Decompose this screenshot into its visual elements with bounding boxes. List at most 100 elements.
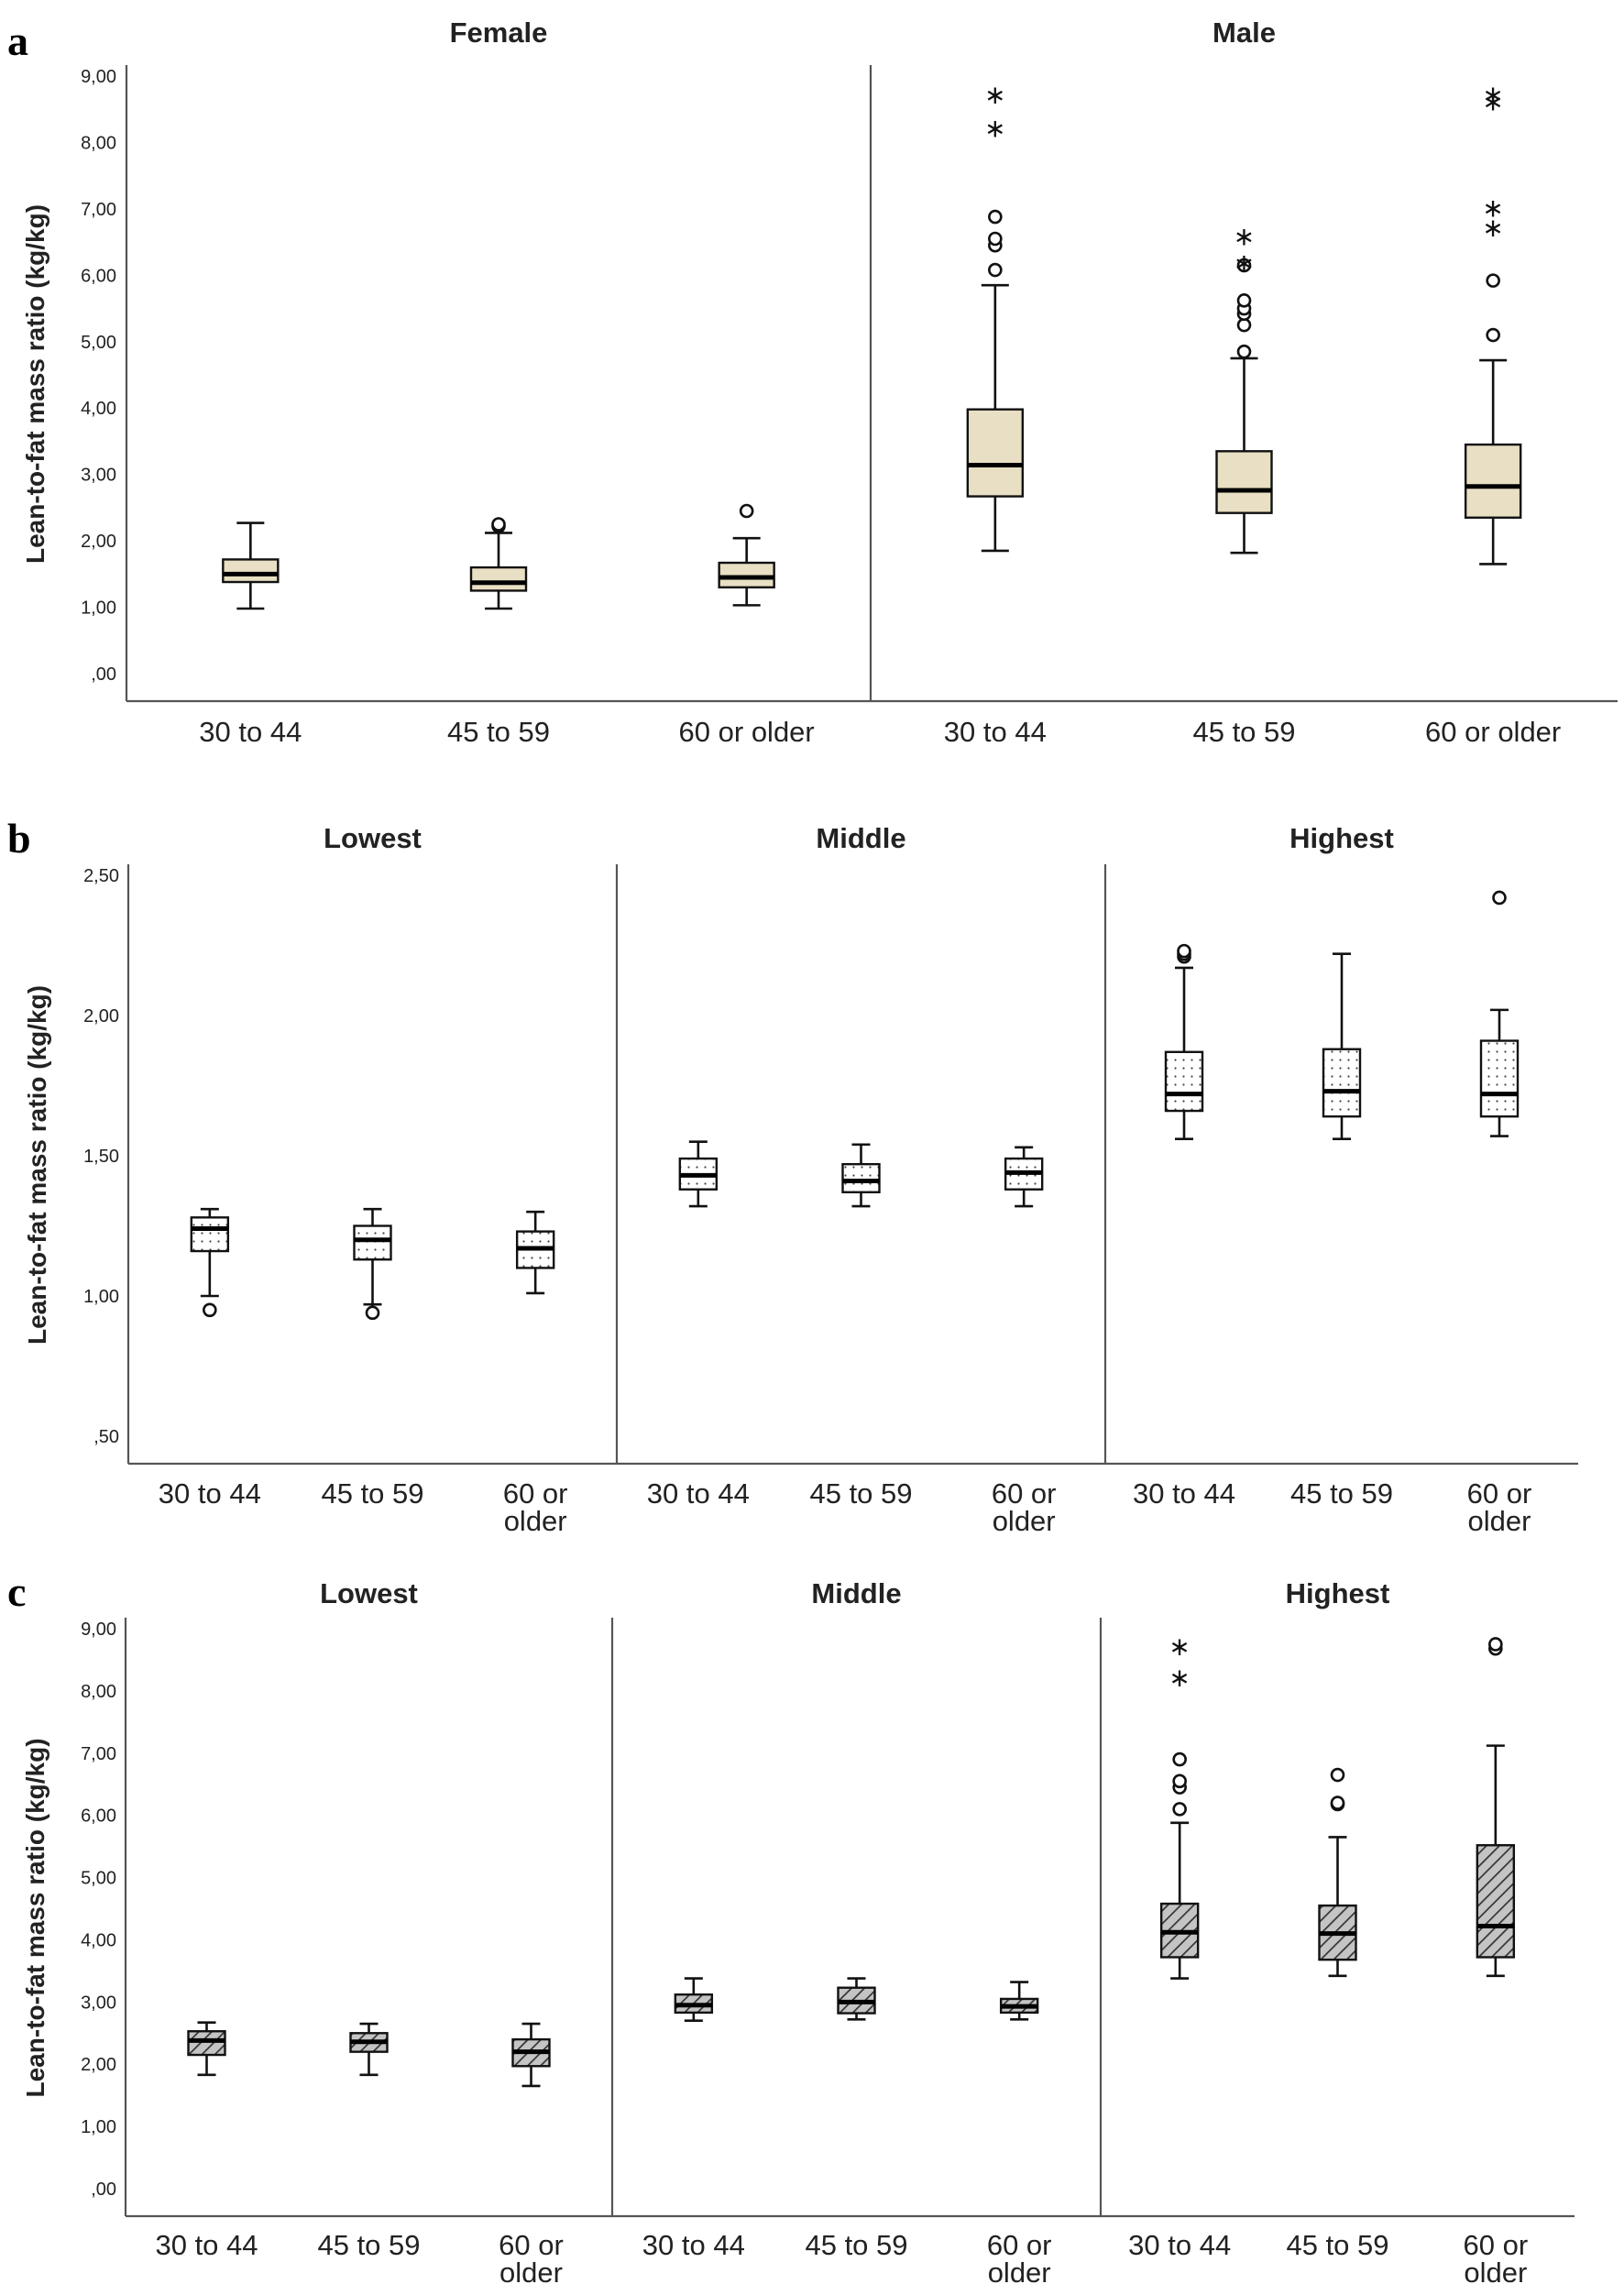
y-tick-label: 5,00	[81, 1869, 116, 1889]
panel-c: c Lean-to-fat mass ratio (kg/kg) ,00 1,00 2,…	[7, 1568, 1575, 2289]
y-tick-label: 3,00	[81, 1993, 116, 2013]
box-plot-2: ∗∗	[1215, 222, 1273, 555]
extreme-point: ∗	[984, 114, 1005, 142]
y-tick-label: 7,00	[81, 200, 116, 220]
facet-title: Female	[450, 16, 548, 49]
x-category-label: 45 to 59	[809, 1477, 912, 1510]
x-category-label: 60 or older	[1425, 716, 1561, 748]
facet-lowest: Lowest 30 to 44 45 to 59 60 or older	[126, 822, 568, 1537]
x-category-label: 30 to 44	[944, 716, 1047, 748]
x-category-label: 60 or older	[992, 1477, 1057, 1537]
iqr-box	[718, 561, 775, 589]
y-tick-label: 8,00	[81, 1682, 116, 1702]
y-axis-title: Lean-to-fat mass ratio (kg/kg)	[23, 985, 51, 1345]
iqr-box	[1164, 1050, 1204, 1113]
x-category-label: 45 to 59	[1290, 1477, 1393, 1510]
y-tick-label: 1,00	[81, 2117, 116, 2137]
box-plot-3	[1476, 1637, 1516, 1978]
y-tick-label: 6,00	[81, 266, 116, 286]
box-plot-2	[353, 1207, 392, 1321]
x-category-label: 60 or older	[1467, 1477, 1532, 1537]
outlier-point	[1236, 293, 1252, 308]
y-axis-title: Lean-to-fat mass ratio (kg/kg)	[21, 1738, 49, 2097]
extreme-point: ∗	[1234, 248, 1255, 277]
x-category-label: 60 or older	[503, 1477, 568, 1537]
extreme-point: ∗	[1169, 1632, 1190, 1661]
y-tick-label: 1,00	[81, 598, 116, 619]
x-category-label: 45 to 59	[447, 716, 550, 748]
box-plot-2	[469, 517, 528, 610]
extreme-point: ∗	[1234, 222, 1255, 250]
y-tick-label: 2,50	[83, 866, 119, 886]
y-tick-label: 2,00	[81, 532, 116, 552]
iqr-box	[469, 566, 528, 592]
outlier-point	[365, 1305, 380, 1321]
iqr-box	[353, 1224, 392, 1261]
facet-title: Highest	[1286, 1577, 1390, 1609]
facet-middle: Middle 30 to 44 45 to 59 60 or older	[615, 822, 1057, 1537]
outlier-point	[1488, 1637, 1503, 1652]
extreme-point: ∗	[984, 81, 1005, 109]
outlier-point	[1172, 1773, 1187, 1789]
panel-letter: b	[7, 815, 31, 862]
outlier-point	[988, 262, 1003, 278]
box-plot-1	[222, 522, 280, 610]
iqr-box	[1479, 1039, 1520, 1118]
iqr-box	[1215, 450, 1273, 514]
x-category-label: 45 to 59	[317, 2229, 420, 2261]
extreme-point: ∗	[1169, 1664, 1190, 1692]
y-tick-label: 7,00	[81, 1744, 116, 1764]
outlier-point	[1236, 344, 1252, 359]
box-plot-1: ∗∗	[966, 81, 1025, 553]
box-plot-2	[349, 2022, 389, 2077]
outlier-point	[1330, 1795, 1345, 1810]
extreme-point: ∗	[1482, 193, 1503, 222]
extreme-point: ∗	[1482, 87, 1503, 115]
y-tick-label: 2,00	[83, 1006, 119, 1027]
panel-a: a Lean-to-fat mass ratio (kg/kg) ,00 1,00 2,…	[7, 16, 1618, 748]
outlier-point	[1177, 943, 1191, 959]
iqr-box	[187, 2030, 226, 2057]
facet-highest: Highest 30 to 44 45 to 59 60 or older	[1103, 822, 1532, 1537]
box-plot-2	[837, 1977, 876, 2021]
outlier-point	[1330, 1767, 1345, 1783]
box-plot-1: ∗∗	[1159, 1632, 1200, 1980]
y-tick-label: 6,00	[81, 1806, 116, 1827]
iqr-box	[1322, 1048, 1362, 1118]
box-plot-3	[1004, 1146, 1044, 1208]
x-category-label: 45 to 59	[805, 2229, 907, 2261]
y-tick-label: 1,50	[83, 1147, 119, 1167]
x-category-label: 60 or older	[1463, 2229, 1528, 2289]
y-tick-label: 8,00	[81, 133, 116, 153]
extreme-point: ∗	[1482, 214, 1503, 242]
box-plot-3: ∗∗∗∗	[1464, 81, 1522, 566]
box-plot-1	[187, 2021, 226, 2077]
facet-title: Highest	[1289, 822, 1394, 854]
outlier-point	[203, 1302, 217, 1318]
outlier-point	[1486, 327, 1500, 343]
outlier-point	[739, 503, 754, 519]
box-plot-3	[511, 2022, 551, 2088]
y-tick-label: 2,00	[81, 2055, 116, 2075]
panel-b: b Lean-to-fat mass ratio (kg/kg) ,50 1,00 1,…	[7, 815, 1578, 1537]
outlier-point	[988, 231, 1003, 247]
x-category-label: 45 to 59	[1286, 2229, 1388, 2261]
outlier-point	[1492, 890, 1507, 906]
y-axis-title: Lean-to-fat mass ratio (kg/kg)	[21, 204, 49, 564]
y-tick-label: 9,00	[81, 1620, 116, 1640]
outlier-point	[1486, 273, 1500, 288]
outlier-point	[1172, 1751, 1187, 1767]
x-category-label: 45 to 59	[321, 1477, 423, 1510]
x-category-label: 60 or older	[987, 2229, 1052, 2289]
facet-title: Lowest	[324, 822, 422, 854]
y-tick-label: 4,00	[81, 399, 116, 419]
box-plot-2	[1322, 952, 1362, 1140]
y-tick-label: 5,00	[81, 333, 116, 353]
x-category-label: 60 or older	[679, 716, 815, 748]
box-plot-2	[1318, 1767, 1357, 1978]
x-category-label: 30 to 44	[1133, 1477, 1235, 1510]
y-tick-label: ,00	[91, 2180, 116, 2200]
facet-lowest: Lowest 30 to 44 45 to 59 60 or older	[124, 1577, 564, 2289]
x-category-label: 45 to 59	[1192, 716, 1295, 748]
